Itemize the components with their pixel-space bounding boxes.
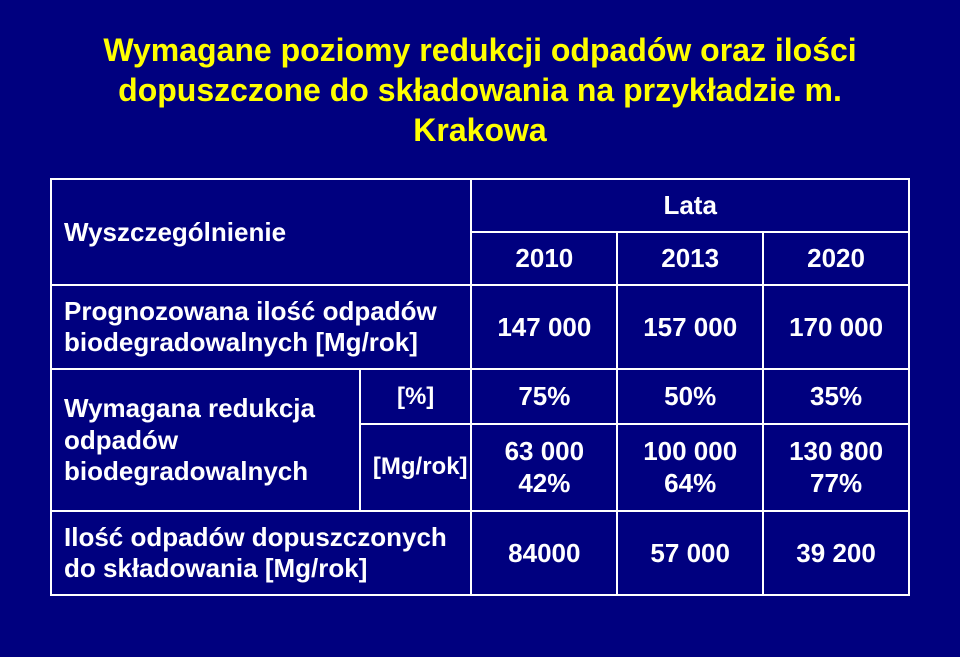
year-2013: 2013	[617, 232, 763, 285]
prognoza-label: Prognozowana ilość odpadów biodegradowal…	[51, 285, 471, 369]
title-line-1: Wymagane poziomy redukcji odpadów oraz i…	[103, 32, 856, 68]
redukcja-mg-2013-bot: 64%	[630, 467, 750, 500]
redukcja-mg-2010-bot: 42%	[484, 467, 604, 500]
ilosc-label: Ilość odpadów dopuszczonych do składowan…	[51, 511, 471, 595]
header-desc: Wyszczególnienie	[51, 179, 471, 285]
redukcja-pct-2013: 50%	[617, 369, 763, 424]
year-2020: 2020	[763, 232, 909, 285]
redukcja-unit-mgrok: [Mg/rok]	[360, 424, 472, 511]
redukcja-pct-2020: 35%	[763, 369, 909, 424]
year-2010: 2010	[471, 232, 617, 285]
prognoza-2020: 170 000	[763, 285, 909, 369]
ilosc-2013: 57 000	[617, 511, 763, 595]
row-prognoza: Prognozowana ilość odpadów biodegradowal…	[51, 285, 909, 369]
prognoza-2010: 147 000	[471, 285, 617, 369]
redukcja-mg-2020: 130 800 77%	[763, 424, 909, 511]
header-lata: Lata	[471, 179, 909, 232]
redukcja-mg-2013-top: 100 000	[630, 435, 750, 468]
row-ilosc: Ilość odpadów dopuszczonych do składowan…	[51, 511, 909, 595]
ilosc-2020: 39 200	[763, 511, 909, 595]
slide-title: Wymagane poziomy redukcji odpadów oraz i…	[50, 30, 910, 150]
data-table: Wyszczególnienie Lata 2010 2013 2020 Pro…	[50, 178, 910, 596]
table-header-row-1: Wyszczególnienie Lata	[51, 179, 909, 232]
redukcja-mg-2010-top: 63 000	[484, 435, 604, 468]
redukcja-mg-2010: 63 000 42%	[471, 424, 617, 511]
redukcja-mg-2020-bot: 77%	[776, 467, 896, 500]
ilosc-2010: 84000	[471, 511, 617, 595]
redukcja-pct-2010: 75%	[471, 369, 617, 424]
slide: Wymagane poziomy redukcji odpadów oraz i…	[0, 0, 960, 657]
redukcja-mg-2020-top: 130 800	[776, 435, 896, 468]
redukcja-unit-percent: [%]	[360, 369, 472, 424]
title-line-2: dopuszczone do składowania na przykładzi…	[118, 72, 842, 148]
row-redukcja-percent: Wymagana redukcja odpadów biodegradowaln…	[51, 369, 909, 424]
redukcja-mg-2013: 100 000 64%	[617, 424, 763, 511]
redukcja-label: Wymagana redukcja odpadów biodegradowaln…	[51, 369, 360, 511]
prognoza-2013: 157 000	[617, 285, 763, 369]
